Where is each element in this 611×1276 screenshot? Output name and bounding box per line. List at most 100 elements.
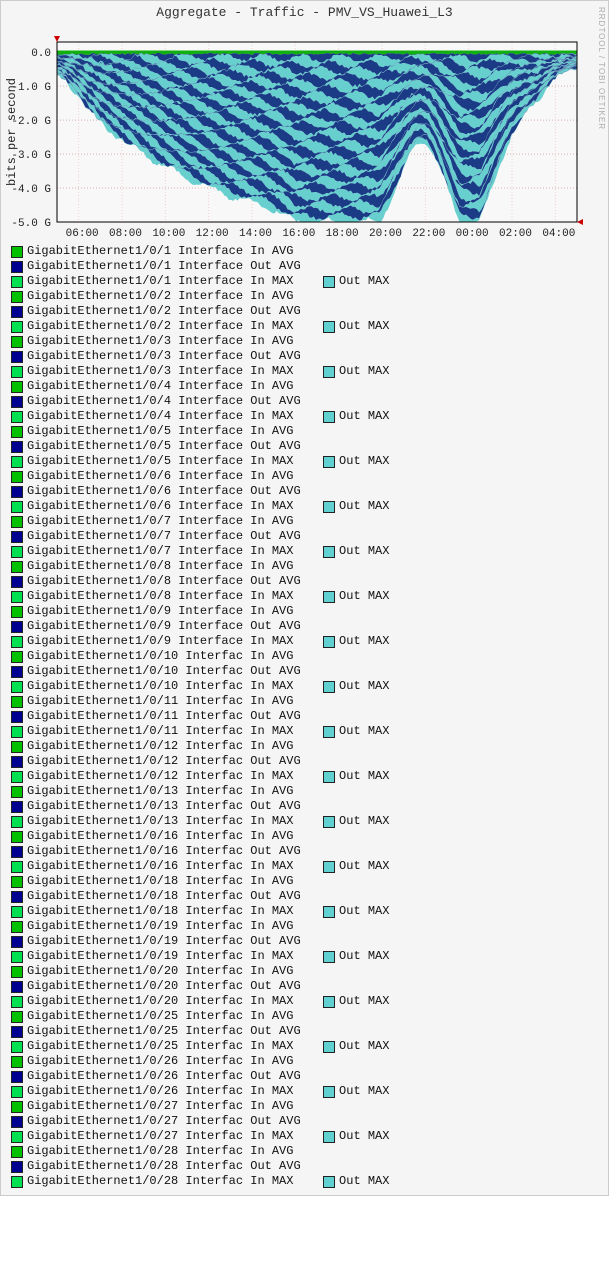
swatch-out-avg (11, 1071, 23, 1083)
legend-row-out-avg: GigabitEthernet1/0/20 Interfac Out AVG (11, 979, 604, 994)
legend-row-in-max: GigabitEthernet1/0/16 Interfac In MAX Ou… (11, 859, 604, 874)
swatch-out-max (323, 681, 335, 693)
svg-text:14:00: 14:00 (239, 228, 272, 240)
swatch-in-avg (11, 516, 23, 528)
legend-row-out-avg: GigabitEthernet1/0/27 Interfac Out AVG (11, 1114, 604, 1129)
swatch-in-avg (11, 741, 23, 753)
swatch-out-max (323, 996, 335, 1008)
legend-row-in-avg: GigabitEthernet1/0/18 Interfac In AVG (11, 874, 604, 889)
swatch-out-max (323, 321, 335, 333)
legend-row-out-avg: GigabitEthernet1/0/12 Interfac Out AVG (11, 754, 604, 769)
legend-row-out-avg: GigabitEthernet1/0/8 Interface Out AVG (11, 574, 604, 589)
legend-label: GigabitEthernet1/0/2 Interface Out AVG (27, 304, 301, 319)
legend-row-in-avg: GigabitEthernet1/0/27 Interfac In AVG (11, 1099, 604, 1114)
legend-label-outmax: Out MAX (339, 499, 389, 514)
legend-row-in-avg: GigabitEthernet1/0/3 Interface In AVG (11, 334, 604, 349)
swatch-out-avg (11, 576, 23, 588)
legend-label: GigabitEthernet1/0/2 Interface In MAX (27, 319, 315, 334)
legend-label: GigabitEthernet1/0/25 Interfac Out AVG (27, 1024, 301, 1039)
legend-row-in-max: GigabitEthernet1/0/18 Interfac In MAX Ou… (11, 904, 604, 919)
swatch-in-max (11, 1086, 23, 1098)
svg-text:20:00: 20:00 (369, 228, 402, 240)
swatch-in-max (11, 1176, 23, 1188)
swatch-out-max (323, 276, 335, 288)
legend-label-outmax: Out MAX (339, 724, 389, 739)
swatch-out-avg (11, 1161, 23, 1173)
legend-row-in-avg: GigabitEthernet1/0/2 Interface In AVG (11, 289, 604, 304)
legend-row-in-max: GigabitEthernet1/0/27 Interfac In MAX Ou… (11, 1129, 604, 1144)
swatch-out-avg (11, 351, 23, 363)
legend-row-in-max: GigabitEthernet1/0/4 Interface In MAX Ou… (11, 409, 604, 424)
legend-label: GigabitEthernet1/0/12 Interfac In MAX (27, 769, 315, 784)
legend-label: GigabitEthernet1/0/4 Interface Out AVG (27, 394, 301, 409)
swatch-out-avg (11, 1026, 23, 1038)
swatch-out-avg (11, 981, 23, 993)
legend-label: GigabitEthernet1/0/16 Interfac In MAX (27, 859, 315, 874)
swatch-in-max (11, 411, 23, 423)
swatch-in-max (11, 816, 23, 828)
legend-label: GigabitEthernet1/0/7 Interface In AVG (27, 514, 293, 529)
legend-row-out-avg: GigabitEthernet1/0/28 Interfac Out AVG (11, 1159, 604, 1174)
legend-label-outmax: Out MAX (339, 994, 389, 1009)
legend-row-in-max: GigabitEthernet1/0/9 Interface In MAX Ou… (11, 634, 604, 649)
swatch-in-max (11, 726, 23, 738)
swatch-in-max (11, 546, 23, 558)
swatch-out-max (323, 546, 335, 558)
swatch-out-max (323, 906, 335, 918)
chart-area: 0.0-1.0 G-2.0 G-3.0 G-4.0 G-5.0 G06:0008… (1, 20, 601, 240)
legend-row-in-max: GigabitEthernet1/0/6 Interface In MAX Ou… (11, 499, 604, 514)
swatch-in-avg (11, 921, 23, 933)
legend-label: GigabitEthernet1/0/5 Interface In MAX (27, 454, 315, 469)
swatch-in-avg (11, 1146, 23, 1158)
legend-label: GigabitEthernet1/0/28 Interfac In AVG (27, 1144, 293, 1159)
legend-label: GigabitEthernet1/0/20 Interfac Out AVG (27, 979, 301, 994)
legend-label: GigabitEthernet1/0/6 Interface Out AVG (27, 484, 301, 499)
legend-label-outmax: Out MAX (339, 634, 389, 649)
legend-block: GigabitEthernet1/0/1 Interface In AVGGig… (1, 240, 608, 1195)
swatch-in-avg (11, 336, 23, 348)
swatch-in-avg (11, 786, 23, 798)
legend-row-in-max: GigabitEthernet1/0/5 Interface In MAX Ou… (11, 454, 604, 469)
legend-label: GigabitEthernet1/0/26 Interfac In MAX (27, 1084, 315, 1099)
swatch-out-max (323, 411, 335, 423)
svg-text:-5.0 G: -5.0 G (11, 218, 51, 230)
swatch-in-avg (11, 1056, 23, 1068)
legend-label-outmax: Out MAX (339, 1129, 389, 1144)
swatch-in-avg (11, 606, 23, 618)
legend-row-in-max: GigabitEthernet1/0/1 Interface In MAX Ou… (11, 274, 604, 289)
legend-row-in-avg: GigabitEthernet1/0/25 Interfac In AVG (11, 1009, 604, 1024)
legend-row-in-avg: GigabitEthernet1/0/19 Interfac In AVG (11, 919, 604, 934)
swatch-out-max (323, 816, 335, 828)
svg-text:04:00: 04:00 (542, 228, 575, 240)
svg-text:02:00: 02:00 (499, 228, 532, 240)
legend-label: GigabitEthernet1/0/10 Interfac Out AVG (27, 664, 301, 679)
swatch-in-max (11, 861, 23, 873)
legend-label-outmax: Out MAX (339, 679, 389, 694)
swatch-in-max (11, 771, 23, 783)
legend-label-outmax: Out MAX (339, 814, 389, 829)
legend-label: GigabitEthernet1/0/1 Interface Out AVG (27, 259, 301, 274)
legend-label-outmax: Out MAX (339, 544, 389, 559)
swatch-out-avg (11, 891, 23, 903)
legend-label: GigabitEthernet1/0/8 Interface In AVG (27, 559, 293, 574)
legend-row-in-max: GigabitEthernet1/0/7 Interface In MAX Ou… (11, 544, 604, 559)
swatch-out-max (323, 726, 335, 738)
legend-row-out-avg: GigabitEthernet1/0/10 Interfac Out AVG (11, 664, 604, 679)
swatch-out-avg (11, 396, 23, 408)
swatch-in-avg (11, 291, 23, 303)
legend-label-outmax: Out MAX (339, 319, 389, 334)
swatch-out-max (323, 771, 335, 783)
legend-label: GigabitEthernet1/0/2 Interface In AVG (27, 289, 293, 304)
legend-label: GigabitEthernet1/0/20 Interfac In AVG (27, 964, 293, 979)
legend-label-outmax: Out MAX (339, 1174, 389, 1189)
legend-row-in-max: GigabitEthernet1/0/13 Interfac In MAX Ou… (11, 814, 604, 829)
legend-row-out-avg: GigabitEthernet1/0/18 Interfac Out AVG (11, 889, 604, 904)
legend-label: GigabitEthernet1/0/10 Interfac In AVG (27, 649, 293, 664)
swatch-out-avg (11, 486, 23, 498)
swatch-in-avg (11, 246, 23, 258)
legend-row-out-avg: GigabitEthernet1/0/26 Interfac Out AVG (11, 1069, 604, 1084)
legend-row-in-max: GigabitEthernet1/0/19 Interfac In MAX Ou… (11, 949, 604, 964)
legend-label-outmax: Out MAX (339, 274, 389, 289)
swatch-out-max (323, 1041, 335, 1053)
legend-row-out-avg: GigabitEthernet1/0/4 Interface Out AVG (11, 394, 604, 409)
